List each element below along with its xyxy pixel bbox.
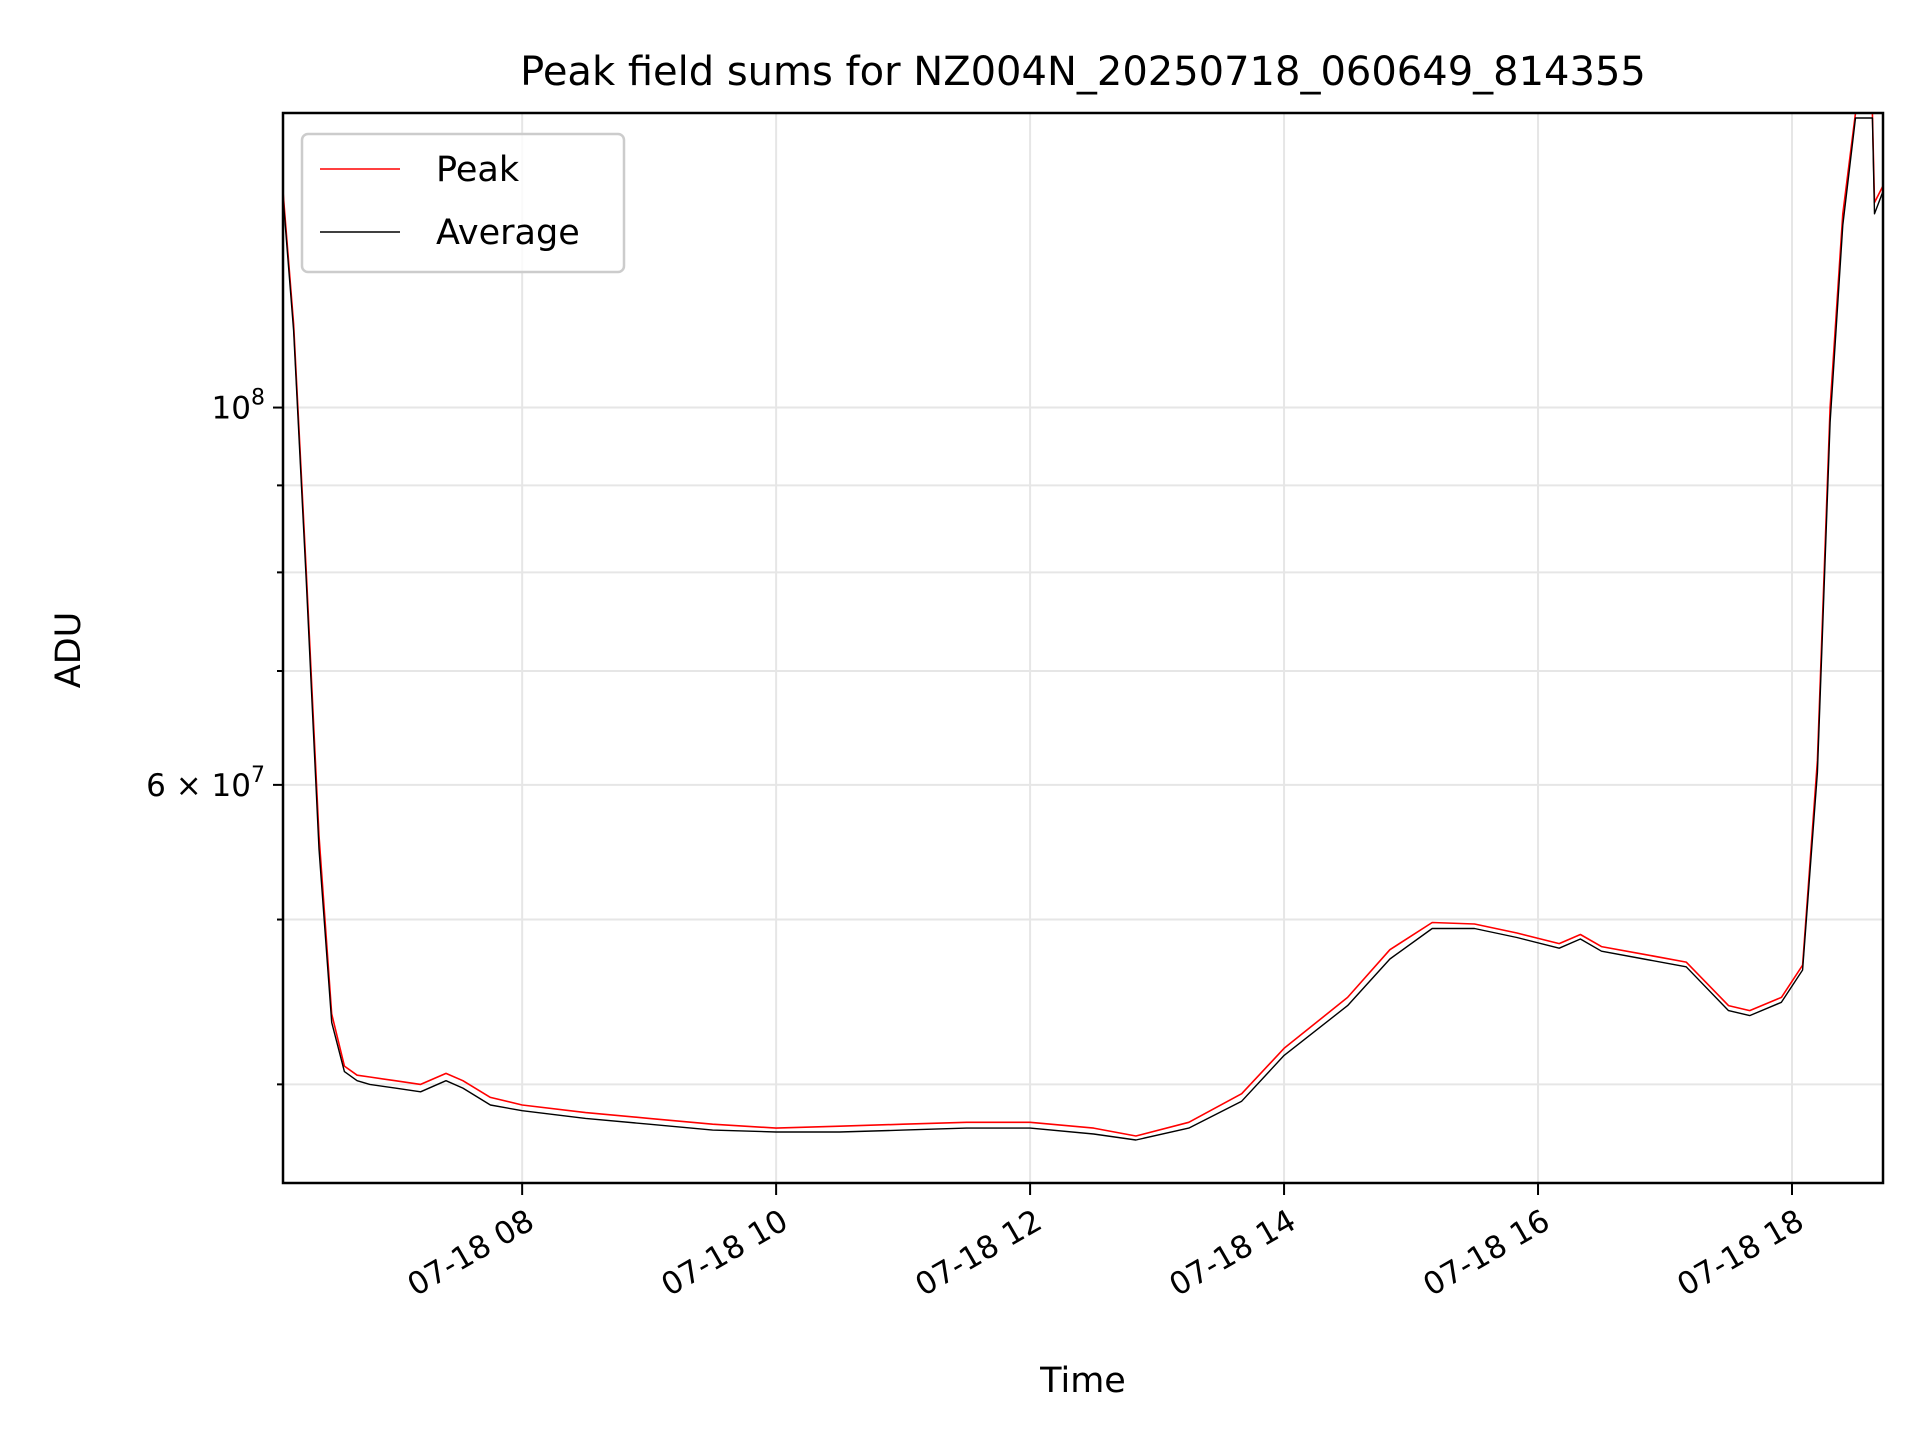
series-line-peak	[283, 113, 1883, 1137]
y-axis-label: ADU	[49, 612, 89, 689]
grid	[283, 113, 1883, 1183]
y-tick-label: 108	[212, 386, 265, 427]
y-tick-label: 6 × 107	[146, 763, 265, 804]
y-axis: 108 6 × 107	[146, 386, 283, 1086]
series-line-average	[283, 117, 1883, 1141]
y-tick-label-exponent: 8	[251, 386, 265, 411]
legend: Peak Average	[300, 132, 626, 274]
y-tick-label-base: 6 × 10	[146, 768, 251, 804]
legend-label-peak: Peak	[436, 150, 520, 190]
plot-frame	[281, 111, 1885, 1185]
series-layer	[283, 113, 1883, 1141]
y-tick-label-base: 10	[212, 391, 251, 427]
x-axis-label: Time	[1039, 1361, 1126, 1401]
chart-title: Peak field sums for NZ004N_20250718_0606…	[520, 49, 1646, 95]
legend-label-average: Average	[436, 213, 580, 253]
y-tick-label-exponent: 7	[251, 763, 265, 788]
